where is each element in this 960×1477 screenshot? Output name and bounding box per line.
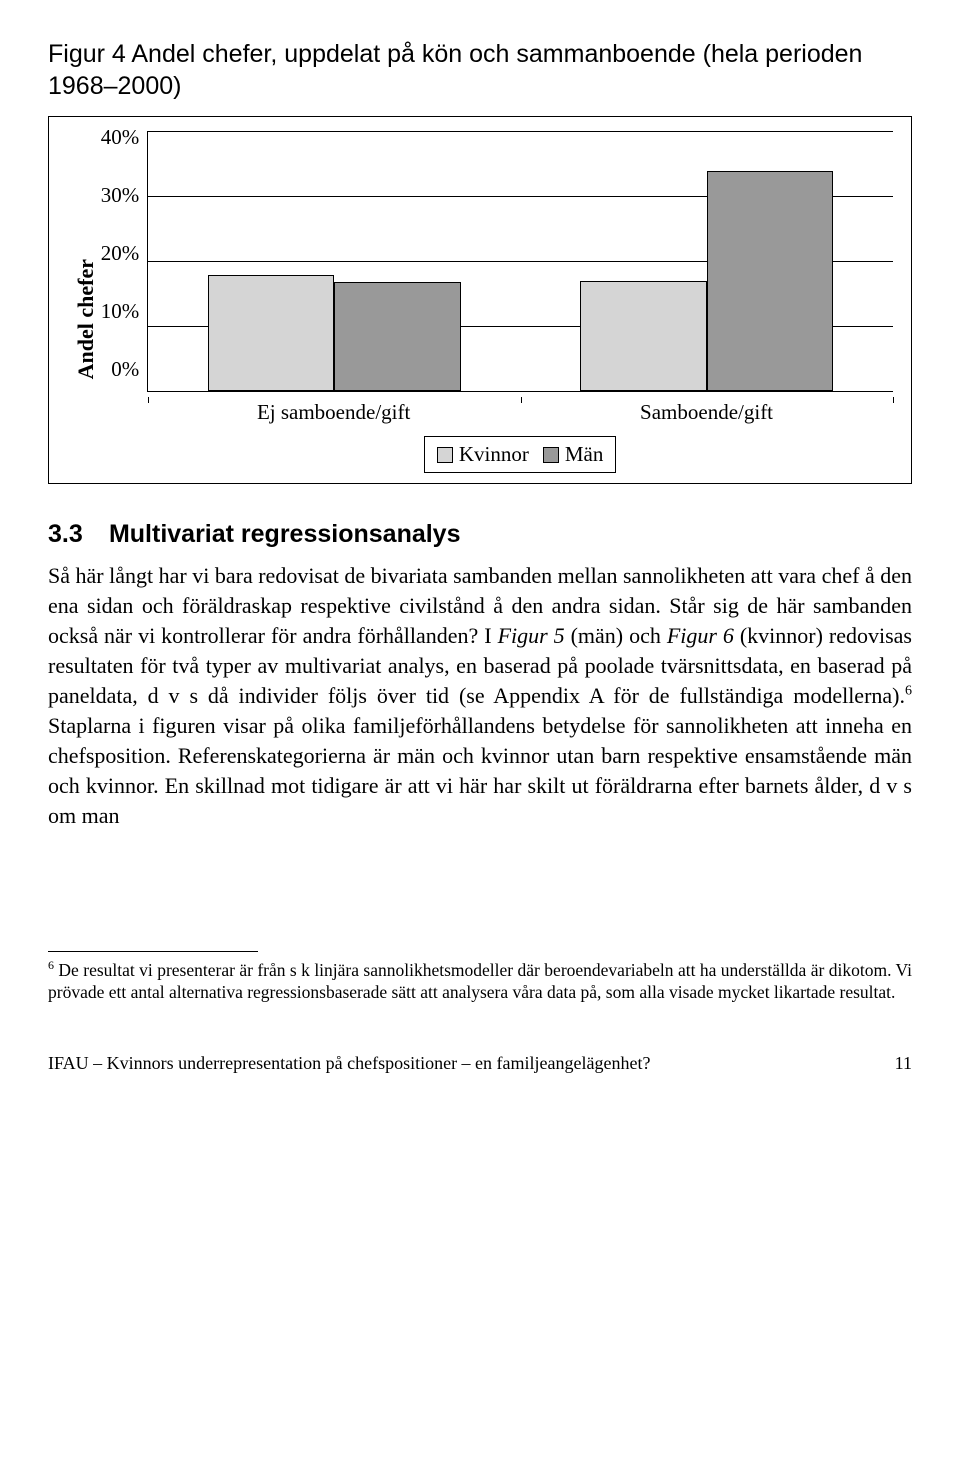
chart-bar [334, 282, 461, 391]
x-axis-label: Samboende/gift [520, 398, 893, 426]
section-title: Multivariat regressionsanalys [109, 520, 461, 548]
footer-page-number: 11 [895, 1051, 912, 1075]
y-axis-label: Andel chefer [67, 225, 101, 379]
footnote: 6 De resultat vi presenterar är från s k… [48, 958, 912, 1004]
legend-label: Kvinnor [459, 440, 529, 468]
chart-legend: Kvinnor Män [147, 436, 893, 472]
legend-swatch [543, 447, 559, 463]
y-tick-label: 0% [111, 355, 139, 383]
legend-swatch [437, 447, 453, 463]
section-heading: 3.3 Multivariat regressionsanalys [48, 518, 912, 552]
chart-frame: Andel chefer 40% 30% 20% 10% 0% Ej samboende… [48, 116, 912, 484]
footnote-text: De resultat vi presenterar är från s k l… [48, 959, 912, 1001]
legend-item: Män [543, 440, 604, 468]
section-number: 3.3 [48, 518, 102, 552]
y-tick-label: 20% [101, 239, 140, 267]
body-paragraph: Så här långt har vi bara redovisat de bi… [48, 561, 912, 830]
y-axis-ticks: 40% 30% 20% 10% 0% [101, 123, 148, 383]
legend-label: Män [565, 440, 604, 468]
chart-bar [707, 171, 834, 391]
y-tick-label: 30% [101, 181, 140, 209]
gridline [148, 131, 893, 132]
footnote-marker: 6 [48, 958, 54, 972]
y-tick-label: 10% [101, 297, 140, 325]
footnote-separator [48, 951, 258, 952]
page-footer: IFAU – Kvinnors underrepresentation på c… [48, 1051, 912, 1075]
chart-bar [580, 281, 707, 392]
y-tick-label: 40% [101, 123, 140, 151]
x-axis-label: Ej samboende/gift [147, 398, 520, 426]
chart-bar [208, 275, 335, 391]
figure-title: Figur 4 Andel chefer, uppdelat på kön oc… [48, 38, 912, 102]
footer-left: IFAU – Kvinnors underrepresentation på c… [48, 1051, 650, 1075]
chart-plot [147, 131, 893, 392]
legend-item: Kvinnor [437, 440, 529, 468]
